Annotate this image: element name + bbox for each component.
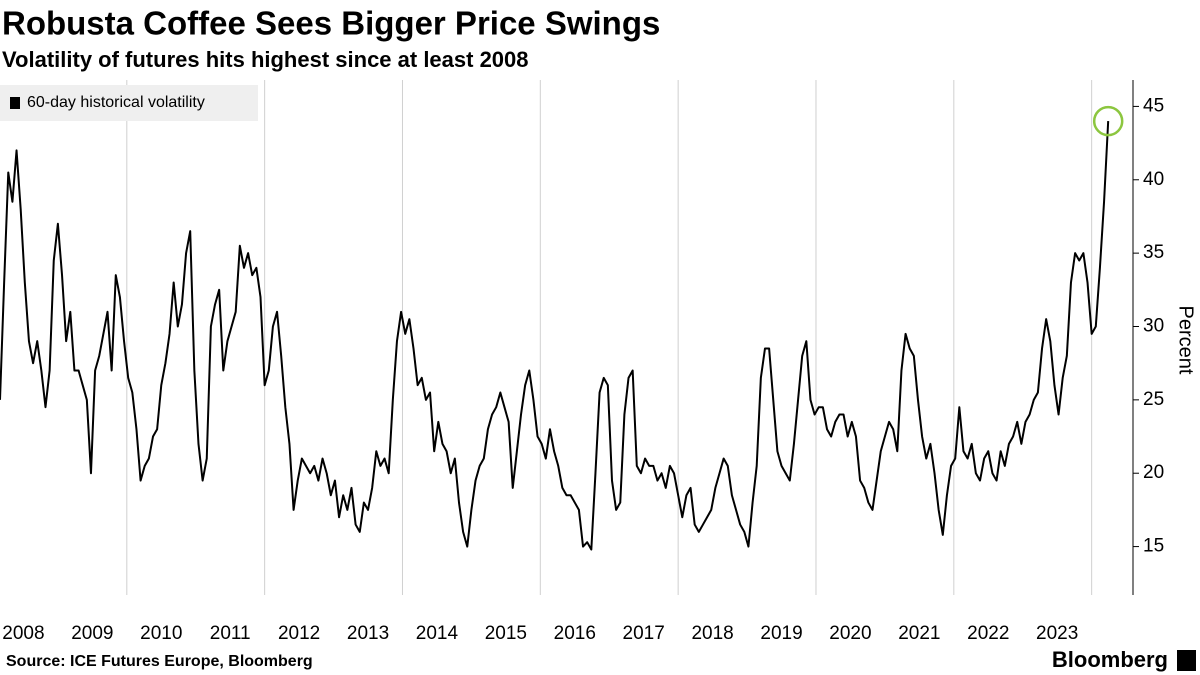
- x-tick-label: 2017: [623, 623, 665, 644]
- y-tick-label: 45: [1143, 95, 1164, 116]
- series-line: [0, 121, 1110, 551]
- x-tick-label: 2021: [898, 623, 940, 644]
- y-tick-label: 25: [1143, 389, 1164, 410]
- x-tick-label: 2022: [967, 623, 1009, 644]
- legend-swatch: [10, 97, 20, 109]
- y-tick-label: 40: [1143, 169, 1164, 190]
- x-tick-label: 2008: [2, 623, 44, 644]
- x-tick-label: 2020: [829, 623, 871, 644]
- x-tick-label: 2009: [71, 623, 113, 644]
- x-tick-label: 2023: [1036, 623, 1078, 644]
- x-tick-label: 2011: [210, 623, 251, 644]
- x-tick-label: 2010: [140, 623, 182, 644]
- brand-icon: [1177, 650, 1196, 671]
- x-tick-label: 2013: [347, 623, 389, 644]
- chart-subtitle: Volatility of futures hits highest since…: [2, 47, 529, 72]
- y-axis-label: Percent: [1175, 306, 1197, 375]
- y-tick-label: 35: [1143, 242, 1164, 263]
- chart-title: Robusta Coffee Sees Bigger Price Swings: [2, 5, 660, 42]
- x-tick-label: 2014: [416, 623, 459, 644]
- y-tick-label: 30: [1143, 316, 1164, 337]
- x-tick-label: 2019: [760, 623, 802, 644]
- x-tick-label: 2016: [554, 623, 596, 644]
- legend-box: [0, 85, 258, 121]
- x-tick-label: 2015: [485, 623, 527, 644]
- legend-label: 60-day historical volatility: [27, 94, 205, 111]
- source: Source: ICE Futures Europe, Bloomberg: [6, 653, 313, 670]
- brand: Bloomberg: [1052, 647, 1168, 672]
- highlight-circle: [1092, 105, 1124, 137]
- x-tick-label: 2012: [278, 623, 320, 644]
- y-tick-label: 15: [1143, 536, 1164, 557]
- y-tick-label: 20: [1143, 462, 1164, 483]
- x-tick-label: 2018: [691, 623, 733, 644]
